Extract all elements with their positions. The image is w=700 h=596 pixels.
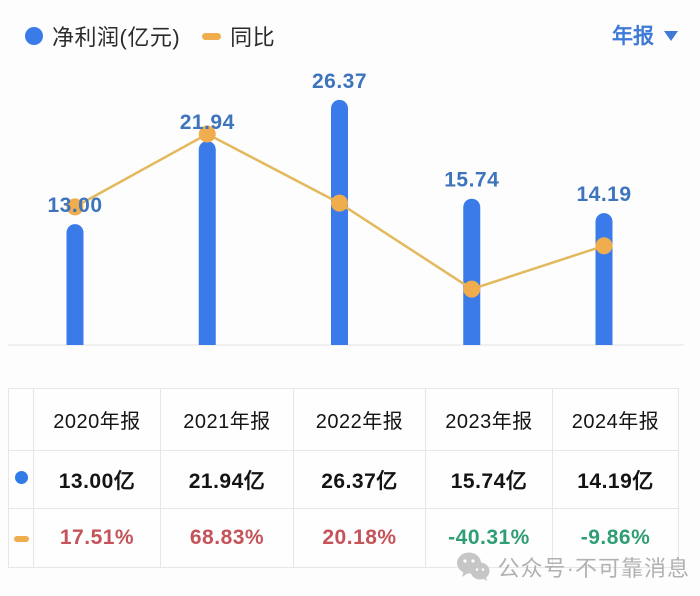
yoy-cell: 17.51% <box>33 508 161 568</box>
legend-net-profit-label: 净利润(亿元) <box>52 25 181 50</box>
col-header-2021: 2021年报 <box>160 388 294 451</box>
chart-header: 净利润(亿元) 同比 年报 <box>0 0 700 52</box>
bar-value-label-2023年报: 15.74 <box>444 169 499 192</box>
profit-table: 2020年报 2021年报 2022年报 2023年报 2024年报 13.00… <box>8 388 679 568</box>
chevron-down-icon <box>664 31 678 41</box>
net-profit-dot-icon <box>25 27 43 45</box>
yoy-point-2024年报 <box>595 237 613 255</box>
net-profit-cell: 21.94亿 <box>160 450 294 509</box>
col-header-2020: 2020年报 <box>33 388 161 451</box>
col-header-2022: 2022年报 <box>293 388 426 451</box>
yoy-cell: -40.31% <box>425 508 553 568</box>
bar-2024年报 <box>595 213 613 345</box>
net-profit-dot-icon <box>14 470 28 484</box>
legend-item-net-profit[interactable]: 净利润(亿元) <box>25 20 180 52</box>
yoy-dash-icon <box>202 32 222 40</box>
yoy-cell: 20.18% <box>293 508 426 568</box>
yoy-point-2020年报 <box>66 198 84 216</box>
yoy-cell: 68.83% <box>160 508 294 568</box>
yoy-point-2022年报 <box>331 194 348 212</box>
yoy-indicator-cell <box>8 508 34 568</box>
legend-yoy-label: 同比 <box>230 25 276 50</box>
col-header-2023: 2023年报 <box>425 388 553 451</box>
table-row-net-profit: 13.00亿 21.94亿 26.37亿 15.74亿 14.19亿 <box>8 450 679 509</box>
bar-value-label-2022年报: 26.37 <box>312 70 367 93</box>
bar-value-label-2020年报: 13.00 <box>47 194 102 217</box>
table-row-yoy: 17.51% 68.83% 20.18% -40.31% -9.86% <box>8 508 679 568</box>
bar-2020年报 <box>66 224 84 345</box>
net-profit-cell: 13.00亿 <box>33 450 161 509</box>
bar-2021年报 <box>198 141 216 345</box>
period-selector[interactable]: 年报 <box>612 20 678 50</box>
net-profit-cell: 14.19亿 <box>552 450 679 509</box>
indicator-column-header <box>8 388 34 451</box>
bar-2022年报 <box>331 99 348 346</box>
table-header-row: 2020年报 2021年报 2022年报 2023年报 2024年报 <box>8 388 679 451</box>
yoy-point-2021年报 <box>198 125 216 143</box>
col-header-2024: 2024年报 <box>552 388 679 451</box>
yoy-dash-icon <box>13 536 29 542</box>
profit-chart: 13.00 21.94 26.37 15.74 14.19 <box>8 70 684 346</box>
net-profit-indicator-cell <box>8 450 34 509</box>
yoy-cell: -9.86% <box>552 508 679 568</box>
net-profit-cell: 26.37亿 <box>293 450 426 509</box>
bar-value-label-2021年报: 21.94 <box>180 111 235 134</box>
chart-legend: 净利润(亿元) 同比 <box>25 20 275 52</box>
yoy-point-2023年报 <box>463 280 481 298</box>
legend-item-yoy[interactable]: 同比 <box>202 20 275 52</box>
bar-value-label-2024年报: 14.19 <box>576 183 631 206</box>
net-profit-cell: 15.74亿 <box>425 450 553 509</box>
bar-2023年报 <box>463 198 481 345</box>
period-selector-label: 年报 <box>612 25 654 48</box>
